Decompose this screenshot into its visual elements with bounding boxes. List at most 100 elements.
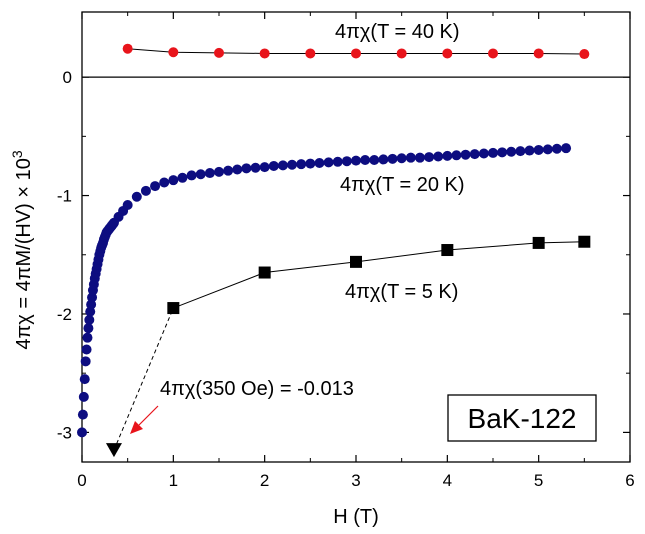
x-tick-label: 5 [534, 471, 543, 490]
data-point [350, 255, 362, 268]
data-point [441, 244, 454, 257]
data-point [433, 151, 444, 162]
axis-ticks: 0 1 2 3 4 5 6 -3 -2 -1 0 [57, 12, 635, 490]
red-arrow [138, 405, 159, 426]
data-point [551, 143, 562, 154]
data-point [214, 166, 224, 177]
series-2 [167, 235, 591, 315]
y-axis-title: 4πχ = 4πM/(HV) × 103 [9, 150, 35, 350]
data-point [268, 160, 279, 171]
data-point [542, 144, 553, 155]
data-point [83, 323, 94, 334]
data-point [195, 169, 206, 180]
data-point [131, 191, 142, 202]
data-point [168, 175, 179, 186]
data-point [159, 177, 170, 188]
data-point [378, 154, 389, 165]
data-point [177, 172, 188, 183]
data-point [469, 149, 480, 160]
data-point [341, 156, 352, 167]
data-point [122, 43, 133, 54]
data-point [451, 150, 462, 161]
data-point [414, 152, 425, 163]
data-point [167, 302, 180, 315]
data-point [223, 165, 234, 176]
x-tick-label: 6 [625, 471, 634, 490]
data-point [122, 200, 133, 211]
data-point [105, 443, 122, 458]
data-point [78, 391, 89, 402]
data-point [460, 149, 471, 160]
data-point [387, 153, 398, 164]
series-0 [122, 43, 590, 60]
data-point [515, 146, 526, 157]
data-point [168, 47, 179, 58]
sample-label-box [447, 394, 597, 442]
data-point [533, 144, 544, 155]
annotation-low-field: 4πχ(350 Oe) = -0.013 [160, 378, 354, 400]
data-point [232, 164, 243, 175]
annotation-t5: 4πχ(T = 5 K) [345, 281, 458, 303]
data-point [497, 147, 508, 158]
data-point [478, 148, 489, 159]
data-point [305, 158, 316, 169]
data-point [323, 157, 334, 168]
data-point [77, 409, 88, 420]
data-point [314, 157, 325, 168]
data-point [77, 427, 87, 438]
sample-label: BaK-122 [468, 403, 577, 434]
series-3 [105, 443, 122, 458]
data-point [79, 374, 90, 385]
x-tick-label: 1 [169, 471, 178, 490]
data-point [277, 160, 288, 171]
data-point [82, 332, 93, 343]
data-point [186, 170, 197, 181]
x-tick-label: 2 [260, 471, 269, 490]
data-point [442, 150, 453, 161]
dashed-connector [113, 307, 174, 451]
data-point [305, 48, 316, 59]
data-point [561, 143, 572, 154]
data-point [396, 153, 407, 164]
data-point [533, 48, 544, 59]
data-point [351, 155, 361, 166]
series-line [173, 241, 585, 309]
y-tick-label: -3 [57, 423, 72, 442]
annotation-t40: 4πχ(T = 40 K) [335, 21, 460, 43]
data-point [84, 314, 95, 325]
series-1 [77, 143, 572, 438]
data-point [259, 162, 270, 173]
y-tick-label: 0 [63, 68, 72, 87]
x-axis-title: H (T) [333, 506, 379, 528]
y-tick-label: -1 [57, 187, 72, 206]
data-point [259, 48, 270, 59]
data-point [524, 145, 535, 156]
data-point [80, 356, 91, 367]
y-tick-label: -2 [57, 305, 72, 324]
data-point [396, 48, 407, 59]
data-point [287, 159, 298, 170]
data-point [506, 146, 517, 157]
x-tick-label: 3 [351, 471, 360, 490]
data-point [241, 163, 252, 174]
x-tick-label: 0 [77, 471, 86, 490]
data-point [140, 185, 151, 196]
data-point [578, 235, 591, 248]
data-point [360, 155, 371, 166]
data-point [214, 47, 224, 58]
x-tick-label: 4 [443, 471, 452, 490]
data-point [258, 266, 271, 279]
data-point [150, 181, 161, 192]
data-point [351, 48, 361, 59]
data-point [488, 147, 498, 158]
data-point [424, 152, 435, 163]
data-point [488, 48, 498, 59]
annotation-t20: 4πχ(T = 20 K) [340, 174, 465, 196]
data-point [405, 152, 416, 163]
data-point [579, 49, 590, 60]
data-point [532, 236, 545, 249]
data-point [250, 162, 261, 173]
red-arrowhead [130, 421, 143, 434]
data-point [369, 155, 380, 166]
